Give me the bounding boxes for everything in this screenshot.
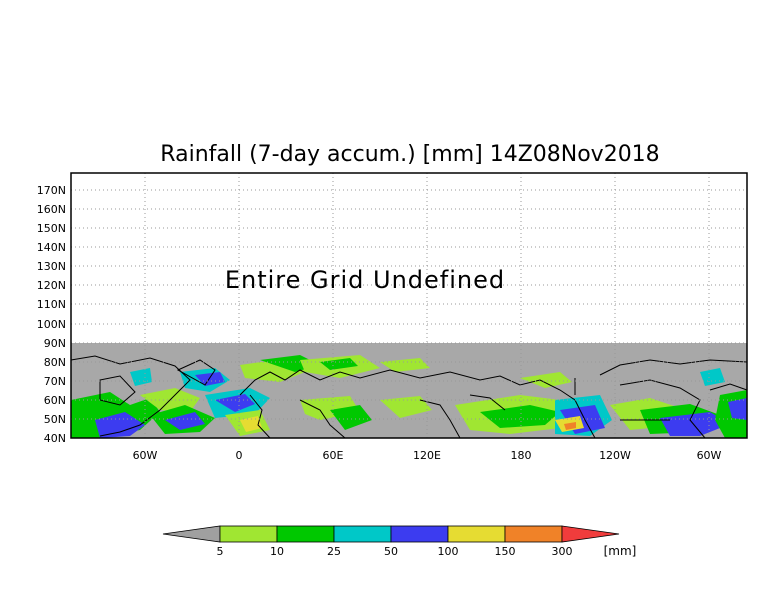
lon-tick-label: 0 <box>236 449 243 462</box>
legend-swatch <box>447 525 506 543</box>
lat-tick-label: 130N <box>37 260 66 273</box>
lat-tick-label: 60N <box>44 394 66 407</box>
legend-unit: [mm] <box>604 544 637 558</box>
legend-swatch <box>333 525 392 543</box>
color-legend: 5 10 25 50 100 150 300 [mm] <box>162 525 637 558</box>
legend-label: 25 <box>327 545 341 558</box>
lat-tick-label: 80N <box>44 356 66 369</box>
legend-label: 300 <box>552 545 573 558</box>
lat-tick-label: 90N <box>44 337 66 350</box>
legend-swatch-under <box>162 525 221 543</box>
lat-tick-label: 160N <box>37 203 66 216</box>
lon-tick-label: 60W <box>133 449 158 462</box>
lat-tick-label: 120N <box>37 279 66 292</box>
legend-label: 10 <box>270 545 284 558</box>
legend-label: 150 <box>495 545 516 558</box>
plot-frame <box>70 172 748 439</box>
lon-tick-label: 180 <box>511 449 532 462</box>
gridlines <box>71 173 747 438</box>
legend-label: 50 <box>384 545 398 558</box>
lat-tick-label: 140N <box>37 241 66 254</box>
lon-tick-label: 60E <box>323 449 344 462</box>
legend-swatch <box>504 525 563 543</box>
legend-swatch <box>390 525 449 543</box>
legend-swatch <box>219 525 278 543</box>
legend-swatch <box>276 525 335 543</box>
lat-tick-label: 70N <box>44 375 66 388</box>
legend-label: 5 <box>217 545 224 558</box>
undefined-grid-message: Entire Grid Undefined <box>225 266 505 294</box>
map-title: Rainfall (7-day accum.) [mm] 14Z08Nov201… <box>160 142 659 167</box>
legend-label: 100 <box>438 545 459 558</box>
lat-tick-label: 170N <box>37 184 66 197</box>
lat-tick-label: 110N <box>37 298 66 311</box>
lon-tick-label: 120W <box>599 449 631 462</box>
lon-tick-label: 120E <box>413 449 441 462</box>
lon-tick-label: 60W <box>697 449 722 462</box>
lat-tick-label: 50N <box>44 413 66 426</box>
coastlines <box>70 355 748 439</box>
latitude-axis: 170N 160N 150N 140N 130N 120N 110N 100N … <box>37 184 66 445</box>
legend-swatch-over <box>561 525 620 543</box>
precipitation-patches <box>71 355 747 438</box>
lat-tick-label: 40N <box>44 432 66 445</box>
longitude-axis: 60W 0 60E 120E 180 120W 60W <box>133 449 722 462</box>
lat-tick-label: 100N <box>37 318 66 331</box>
lat-tick-label: 150N <box>37 222 66 235</box>
